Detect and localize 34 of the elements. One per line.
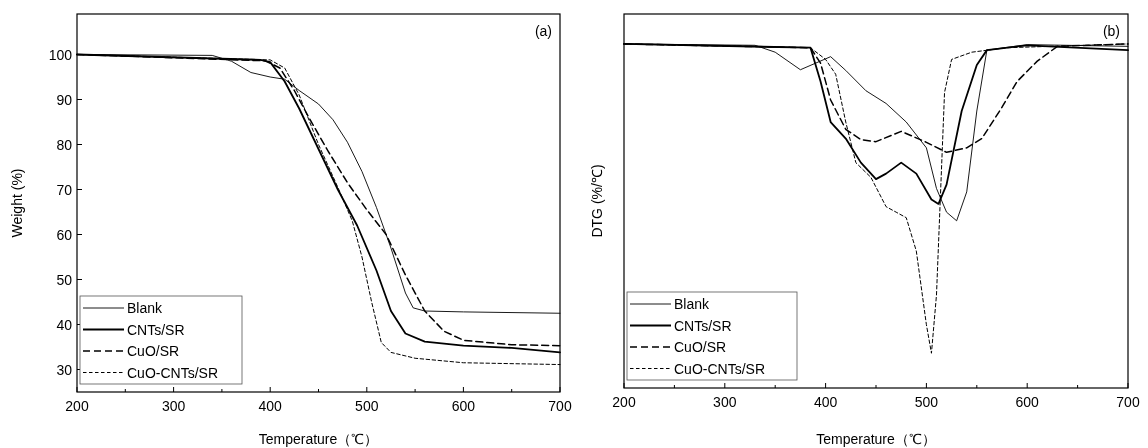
y-tick-label: 90: [56, 91, 73, 108]
y-axis-title: Weight (%): [9, 168, 25, 238]
y-tick-label: 50: [56, 271, 73, 288]
x-tick-label: 600: [1015, 394, 1040, 410]
x-tick-label: 200: [612, 394, 636, 410]
legend-label: Blank: [674, 296, 711, 312]
x-tick-label: 300: [161, 398, 186, 414]
x-tick-label: 700: [548, 398, 572, 414]
x-tick-label: 500: [355, 398, 379, 414]
x-tick-label: 400: [258, 398, 283, 414]
y-tick-label: 40: [56, 316, 73, 333]
x-tick-label: 600: [451, 398, 476, 414]
x-tick-label: 400: [813, 394, 838, 410]
legend-label: CuO-CNTs/SR: [674, 360, 766, 377]
legend-label: CuO/SR: [674, 339, 727, 355]
x-tick-label: 500: [914, 394, 939, 410]
text: (b): [1102, 23, 1120, 39]
y-tick-label: 80: [56, 136, 73, 153]
y-tick-label: 100: [48, 46, 73, 63]
legend-label: CNTs/SR: [674, 317, 732, 334]
legend-label: CNTs/SR: [127, 321, 185, 338]
annotation: (a): [534, 23, 552, 39]
legend-label: CuO-CNTs/SR: [127, 364, 219, 381]
x-tick-label: 700: [1116, 394, 1140, 410]
y-axis-title: DTG (%/℃): [589, 164, 605, 238]
y-tick-label: 70: [56, 181, 73, 198]
x-axis-title: Temperature（℃）: [816, 431, 936, 447]
x-tick-label: 300: [713, 394, 737, 410]
legend-label: Blank: [127, 300, 164, 316]
y-tick-label: 30: [56, 361, 73, 378]
legend-label: CuO/SR: [127, 343, 180, 359]
x-tick-label: 200: [65, 398, 89, 414]
x-axis-title: Temperature（℃）: [258, 431, 379, 447]
y-tick-label: 60: [56, 226, 73, 243]
